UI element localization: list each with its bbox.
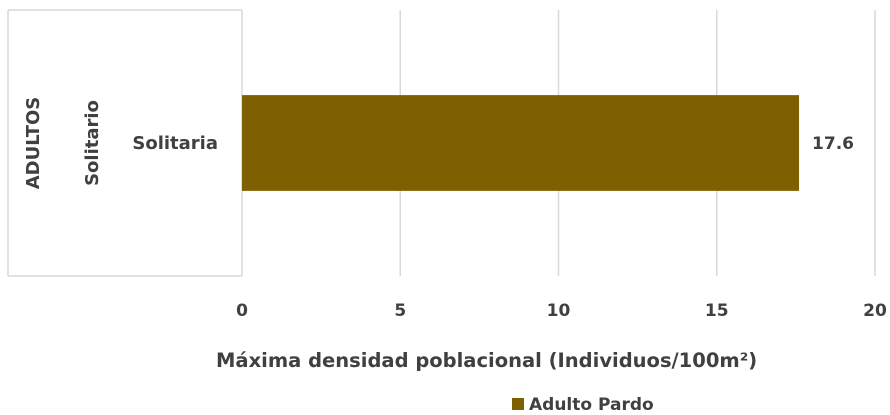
category-group-outer-label: ADULTOS bbox=[23, 97, 44, 190]
data-labels: 17.6 bbox=[812, 134, 854, 154]
category-group-middle-label: Solitario bbox=[82, 100, 103, 186]
x-tick-label: 0 bbox=[236, 301, 248, 321]
category-label: Solitaria bbox=[132, 133, 218, 154]
bars bbox=[242, 95, 800, 191]
data-label: 17.6 bbox=[812, 134, 854, 154]
x-tick-label: 15 bbox=[705, 301, 729, 321]
x-tick-label: 10 bbox=[547, 301, 571, 321]
x-tick-label: 5 bbox=[394, 301, 406, 321]
x-tick-labels: 0 5 10 15 20 bbox=[236, 301, 887, 321]
bar-solitaria bbox=[242, 95, 800, 191]
legend-swatch bbox=[512, 398, 524, 410]
x-tick-label: 20 bbox=[863, 301, 887, 321]
x-axis-title: Máxima densidad poblacional (Individuos/… bbox=[216, 349, 757, 372]
legend-label: Adulto Pardo bbox=[529, 395, 654, 415]
